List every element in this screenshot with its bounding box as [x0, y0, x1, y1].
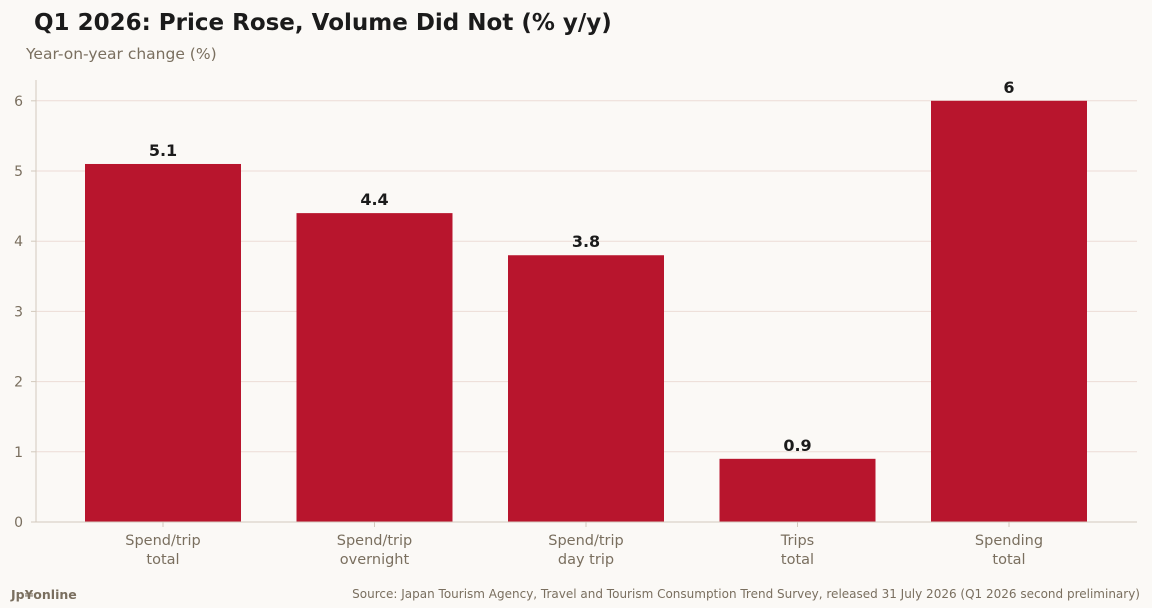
- x-tick-label: total: [781, 552, 814, 568]
- y-tick-label: 6: [14, 94, 23, 110]
- x-tick-label: total: [146, 552, 179, 568]
- bars: [85, 100, 1087, 523]
- source-note: Source: Japan Tourism Agency, Travel and…: [352, 587, 1140, 601]
- bar-value-label: 0.9: [783, 436, 811, 455]
- y-tick-label: 3: [14, 304, 23, 320]
- bar: [296, 213, 453, 522]
- bar-value-label: 6: [1003, 78, 1014, 97]
- x-tick-label: day trip: [558, 552, 614, 568]
- x-tick-label: Spending: [975, 533, 1043, 549]
- x-tick-label: Spend/trip: [548, 533, 624, 549]
- brand-logo-text: Jp¥online: [11, 587, 77, 602]
- chart-subtitle: Year-on-year change (%): [26, 45, 217, 63]
- x-tick-label: overnight: [340, 552, 410, 568]
- y-tick-label: 5: [14, 164, 23, 180]
- x-tick-label: Trips: [780, 533, 814, 549]
- bar-value-label: 3.8: [572, 232, 600, 251]
- bar: [931, 100, 1087, 523]
- x-tick-label: Spend/trip: [337, 533, 413, 549]
- bar-value-label: 5.1: [149, 141, 177, 160]
- y-tick-label: 4: [14, 234, 23, 250]
- bar: [719, 458, 876, 522]
- bar: [85, 163, 241, 523]
- y-tick-label: 1: [14, 445, 23, 461]
- x-tick-label: total: [992, 552, 1025, 568]
- bar: [508, 255, 664, 523]
- x-axis: Spend/trip total Spend/trip overnight Spend/…: [36, 521, 1137, 568]
- x-tick-label: Spend/trip: [125, 533, 201, 549]
- chart-title: Q1 2026: Price Rose, Volume Did Not (% y…: [34, 10, 612, 36]
- y-axis: 0 1 2 3 4 5 6: [14, 80, 37, 531]
- value-labels: 5.1 4.4 3.8 0.9 6: [149, 78, 1015, 455]
- y-tick-label: 0: [14, 515, 23, 531]
- y-tick-label: 2: [14, 375, 23, 391]
- bar-value-label: 4.4: [360, 190, 388, 209]
